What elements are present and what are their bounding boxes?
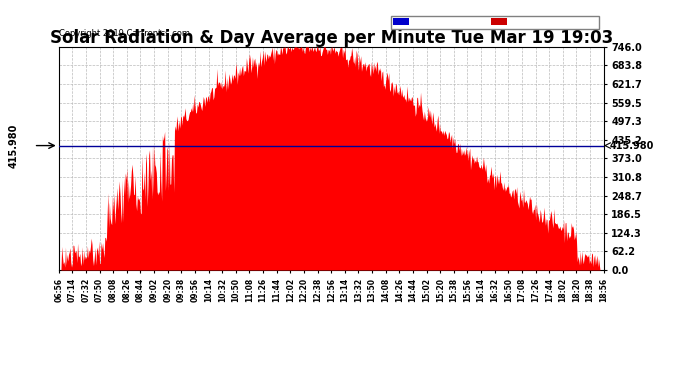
Title: Solar Radiation & Day Average per Minute Tue Mar 19 19:03: Solar Radiation & Day Average per Minute… [50,29,613,47]
Legend: Median (w/m2), Radiation (w/m2): Median (w/m2), Radiation (w/m2) [391,16,599,29]
Text: 415.980: 415.980 [609,141,653,151]
Text: Copyright 2019 Cartronics.com: Copyright 2019 Cartronics.com [59,29,190,38]
Text: 415.980: 415.980 [9,123,19,168]
